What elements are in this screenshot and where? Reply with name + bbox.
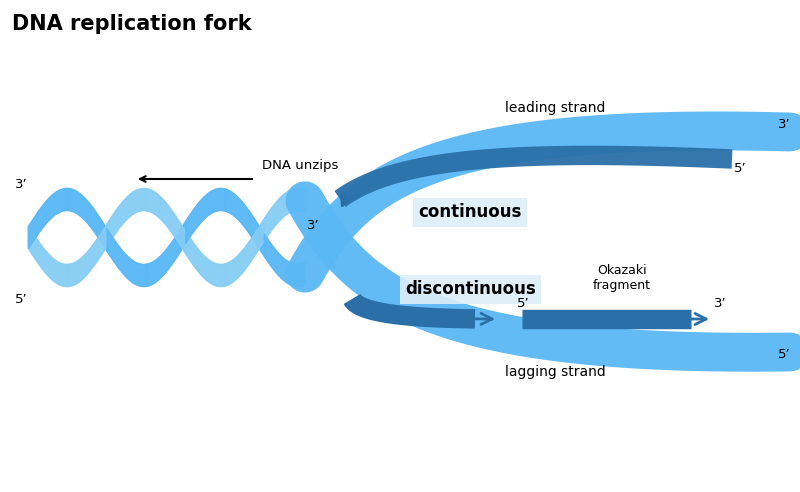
- Text: lagging strand: lagging strand: [505, 365, 606, 379]
- Text: 5’: 5’: [15, 293, 28, 306]
- Text: 5’: 5’: [517, 297, 530, 310]
- Text: Okazaki
fragment: Okazaki fragment: [593, 264, 651, 292]
- Text: leading strand: leading strand: [505, 101, 606, 115]
- Text: 3’: 3’: [778, 119, 790, 131]
- Text: 5’: 5’: [778, 348, 790, 362]
- Text: continuous: continuous: [418, 203, 522, 221]
- Text: 3’: 3’: [15, 178, 28, 191]
- Text: discontinuous: discontinuous: [405, 280, 536, 298]
- Text: DNA unzips: DNA unzips: [262, 159, 338, 172]
- Text: 3’: 3’: [307, 219, 320, 232]
- Text: DNA replication fork: DNA replication fork: [12, 14, 252, 34]
- Text: 5’: 5’: [734, 162, 746, 176]
- Text: 3’: 3’: [714, 297, 726, 310]
